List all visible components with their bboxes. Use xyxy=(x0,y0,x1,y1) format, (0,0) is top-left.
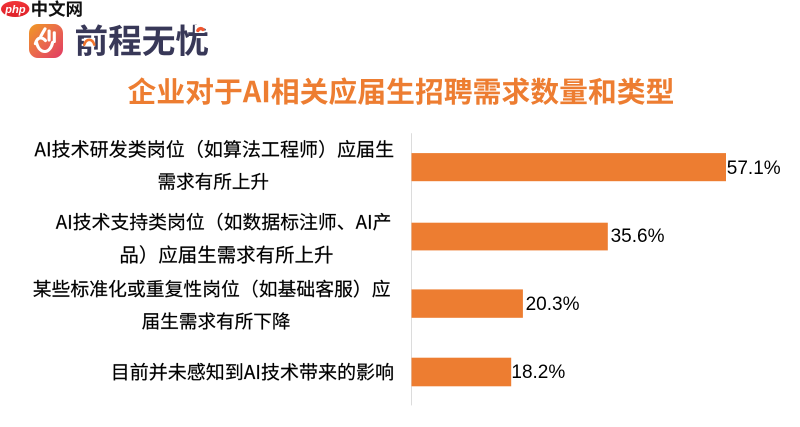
svg-text:57.1%: 57.1% xyxy=(727,158,781,179)
svg-text:php: php xyxy=(4,4,26,16)
svg-text:35.6%: 35.6% xyxy=(611,226,665,247)
svg-text:20.3%: 20.3% xyxy=(526,294,580,315)
svg-text:18.2%: 18.2% xyxy=(511,362,565,383)
